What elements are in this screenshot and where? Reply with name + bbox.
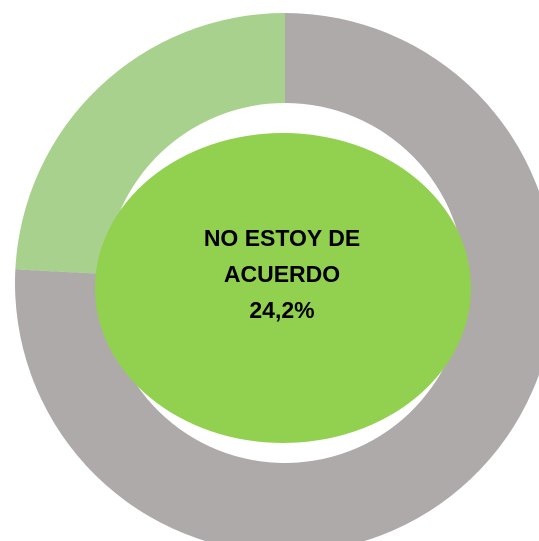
category-label: NO ESTOY DE ACUERDO xyxy=(203,225,361,287)
center-highlight xyxy=(95,133,471,443)
center-label: NO ESTOY DE ACUERDO 24,2% xyxy=(162,220,402,328)
donut-segment xyxy=(15,13,285,274)
value-label: 24,2% xyxy=(249,297,315,323)
donut-segment xyxy=(14,13,539,541)
